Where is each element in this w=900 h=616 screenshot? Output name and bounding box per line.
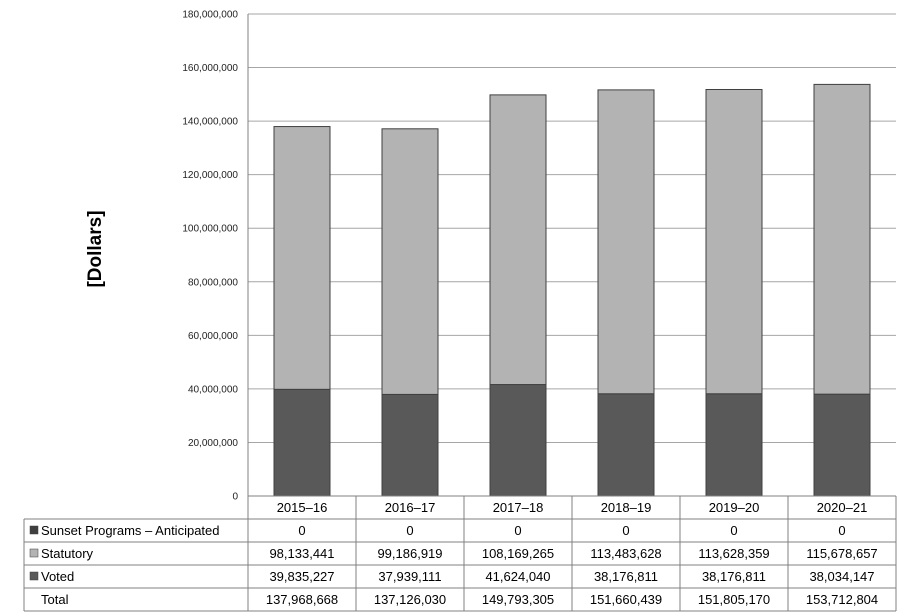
bar-statutory [381,128,439,395]
y-tick-label: 140,000,000 [182,117,238,128]
data-label: 99,186,919 [377,546,442,561]
data-label: 115,678,657 [806,546,877,561]
x-tick-label: 2019–20 [709,500,760,515]
bar-voted [381,393,439,497]
data-label: 151,805,170 [698,592,770,607]
x-tick-label: 2015–16 [277,500,328,515]
bar-voted [489,384,547,497]
bar-voted [705,393,763,497]
legend-label: Sunset Programs – Anticipated [41,523,220,538]
y-tick-label: 80,000,000 [188,277,238,288]
data-label: 108,169,265 [482,546,554,561]
y-axis-ticks: 0 20,000,000 40,000,000 60,000,000 80,000,00… [182,10,238,503]
y-tick-label: 100,000,000 [182,224,238,235]
x-tick-label: 2020–21 [817,500,868,515]
data-label: 0 [730,523,737,538]
y-tick-label: 40,000,000 [188,384,238,395]
y-tick-label: 60,000,000 [188,331,238,342]
data-label: 0 [514,523,521,538]
data-label: 98,133,441 [269,546,334,561]
y-tick-label: 0 [232,492,238,503]
bar-statutory [813,83,871,395]
bars [273,83,871,497]
data-label: 37,939,111 [378,569,441,584]
data-label: 39,835,227 [269,569,334,584]
data-label: 0 [838,523,845,538]
y-tick-label: 160,000,000 [182,63,238,74]
data-label: 0 [298,523,305,538]
bar-voted [273,388,331,497]
data-label: 38,176,811 [594,569,658,584]
legend-swatch [29,548,39,558]
data-label: 38,034,147 [809,569,874,584]
bar-statutory [489,94,547,386]
x-tick-label: 2017–18 [493,500,544,515]
data-label: 113,628,359 [698,546,769,561]
legend-label: Statutory [41,546,94,561]
legend-label: Voted [41,569,74,584]
bar-statutory [273,126,331,390]
data-label: 113,483,628 [590,546,661,561]
data-label: 0 [622,523,629,538]
x-tick-label: 2016–17 [385,500,436,515]
bar-voted [813,393,871,497]
data-label: 137,126,030 [374,592,446,607]
x-tick-label: 2018–19 [601,500,652,515]
y-tick-label: 180,000,000 [182,10,238,21]
bar-statutory [597,89,655,395]
data-label: 38,176,811 [702,569,766,584]
y-tick-label: 20,000,000 [188,438,238,449]
bar-statutory [705,88,763,395]
legend-swatch [29,525,39,535]
data-label: 41,624,040 [485,569,550,584]
legend-label: Total [41,592,69,607]
gridlines [247,13,896,497]
data-label: 0 [406,523,413,538]
data-label: 151,660,439 [590,592,662,607]
bar-voted [597,393,655,497]
data-label: 137,968,668 [266,592,338,607]
data-label: 153,712,804 [806,592,878,607]
legend-swatch [29,571,39,581]
data-label: 149,793,305 [482,592,554,607]
data-table: 2015–16 2016–17 2017–18 2018–19 2019–20 2020–… [23,495,897,612]
y-tick-label: 120,000,000 [182,170,238,181]
